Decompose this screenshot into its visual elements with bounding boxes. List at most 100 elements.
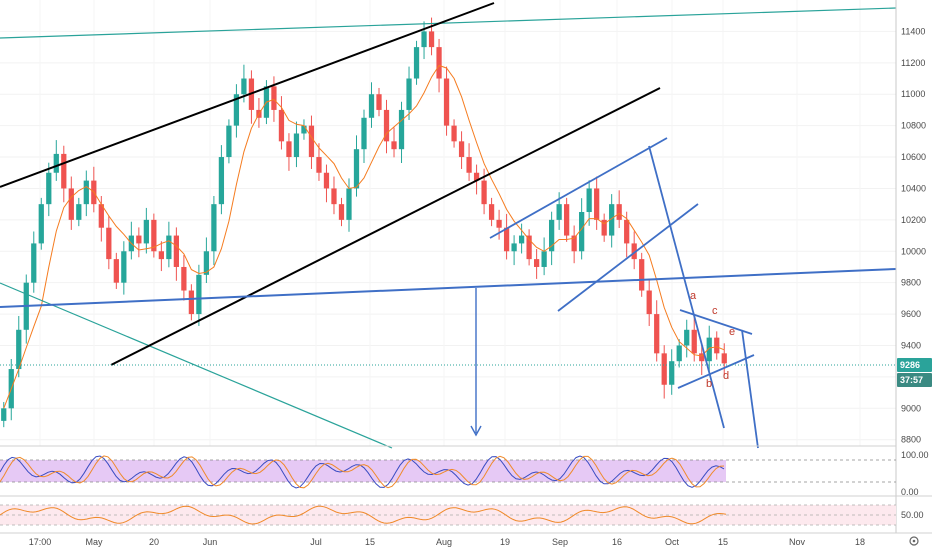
candle-body: [143, 219, 149, 244]
target-arrow-head: [470, 425, 482, 437]
stochastic-level-0: 0.00: [901, 487, 919, 497]
candle-body: [241, 78, 247, 95]
stochastic-d-line: [0, 455, 725, 489]
candle-body: [61, 153, 67, 189]
stochastic-k-line: [0, 455, 725, 489]
price-tick-label: 9000: [901, 403, 921, 413]
candle-body: [601, 219, 607, 236]
countdown-value: 37:57: [900, 375, 923, 385]
candle-body: [466, 157, 472, 173]
candle-body: [699, 353, 705, 362]
candle-body: [594, 188, 600, 220]
blue-horizontal-support-line: [0, 268, 897, 308]
candle-body: [1, 408, 7, 421]
candle-body: [368, 94, 375, 118]
candle-body: [669, 361, 675, 385]
rsi-level-50: 50.00: [901, 510, 924, 520]
price-tick-label: 11200: [901, 58, 925, 68]
candle-body: [639, 259, 645, 291]
blue-flag-upper-line: [489, 137, 668, 239]
candle-body: [136, 235, 142, 244]
candle-body: [406, 78, 412, 110]
candle-body: [549, 219, 555, 252]
price-axis-ticks: 11400 11200 11000 10800 10600 10400 10200 10000…: [901, 26, 926, 444]
teal-upper-trendline: [0, 7, 897, 39]
candle-body: [451, 125, 457, 142]
candle-body: [353, 149, 360, 189]
candle-body: [293, 133, 300, 158]
candle-body: [503, 227, 510, 252]
candle-body: [721, 353, 727, 364]
candle-body: [286, 141, 292, 158]
stochastic-level-100: 100.00: [901, 450, 929, 460]
candle-body: [684, 329, 690, 346]
chart-settings-icon[interactable]: [909, 536, 919, 546]
date-tick-label: Aug: [436, 537, 452, 547]
price-grid: [0, 30, 896, 441]
candle-body: [518, 235, 525, 244]
candle-body: [376, 94, 382, 110]
candle-body: [609, 204, 615, 236]
candle-body: [511, 243, 517, 252]
candle-body: [428, 31, 435, 48]
candle-body: [68, 188, 74, 220]
black-upper-channel-line: [0, 2, 495, 188]
candle-body: [16, 329, 22, 370]
candle-body: [541, 251, 547, 267]
stochastic-band: [0, 460, 726, 482]
candle-body: [714, 337, 720, 354]
date-tick-label: 18: [855, 537, 865, 547]
wave-label-e: e: [729, 326, 735, 338]
candle-body: [488, 204, 495, 220]
candle-body: [443, 78, 450, 126]
candle-body: [151, 219, 157, 252]
date-tick-label: Oct: [665, 537, 680, 547]
candle-body: [624, 219, 630, 244]
candle-body: [278, 109, 285, 142]
candle-body: [203, 251, 210, 275]
price-tick-label: 10600: [901, 152, 926, 162]
candle-body: [706, 337, 712, 362]
candle-body: [436, 47, 442, 79]
blue-triangle-lower-line: [677, 354, 755, 389]
countdown-badge: 37:57: [897, 373, 932, 387]
price-tick-label: 10200: [901, 215, 926, 225]
stochastic-pane[interactable]: 100.00 0.00: [0, 450, 929, 497]
date-tick-label: 20: [149, 537, 159, 547]
price-tick-label: 11000: [901, 89, 925, 99]
candle-body: [338, 204, 345, 220]
date-tick-label: 15: [718, 537, 728, 547]
date-tick-label: 16: [612, 537, 622, 547]
candle-body: [691, 329, 697, 354]
candle-body: [106, 227, 112, 260]
candle-body: [413, 47, 420, 79]
date-axis[interactable]: 17:00 May 20 Jun Jul 15 Aug 19 Sep 16 Oct 15 Nov 18: [29, 537, 865, 547]
last-price-value: 9286: [900, 360, 920, 370]
blue-steep-down-line: [648, 145, 725, 429]
candle-body: [301, 125, 307, 134]
candle-body: [83, 180, 89, 205]
candle-body: [533, 259, 540, 267]
rsi-pane[interactable]: 50.00: [0, 504, 924, 526]
blue-flag-lower-line: [557, 203, 699, 312]
candle-body: [616, 204, 622, 220]
candle-body: [496, 219, 502, 228]
candle-body: [316, 157, 322, 173]
candle-body: [473, 172, 480, 181]
price-tick-label: 10400: [901, 183, 926, 193]
candle-body: [654, 314, 660, 354]
candle-body: [661, 353, 667, 385]
candle-body: [481, 180, 487, 205]
blue-projection-line: [741, 329, 759, 449]
price-tick-label: 10000: [901, 246, 926, 256]
candle-body: [586, 188, 592, 213]
candle-body: [113, 259, 119, 283]
candlestick-series: [1, 17, 727, 428]
date-tick-label: Nov: [789, 537, 806, 547]
price-tick-label: 8800: [901, 435, 921, 445]
date-tick-label: Jun: [203, 537, 218, 547]
candle-body: [579, 212, 585, 252]
candle-body: [218, 157, 225, 205]
wave-label-a: a: [690, 290, 697, 302]
